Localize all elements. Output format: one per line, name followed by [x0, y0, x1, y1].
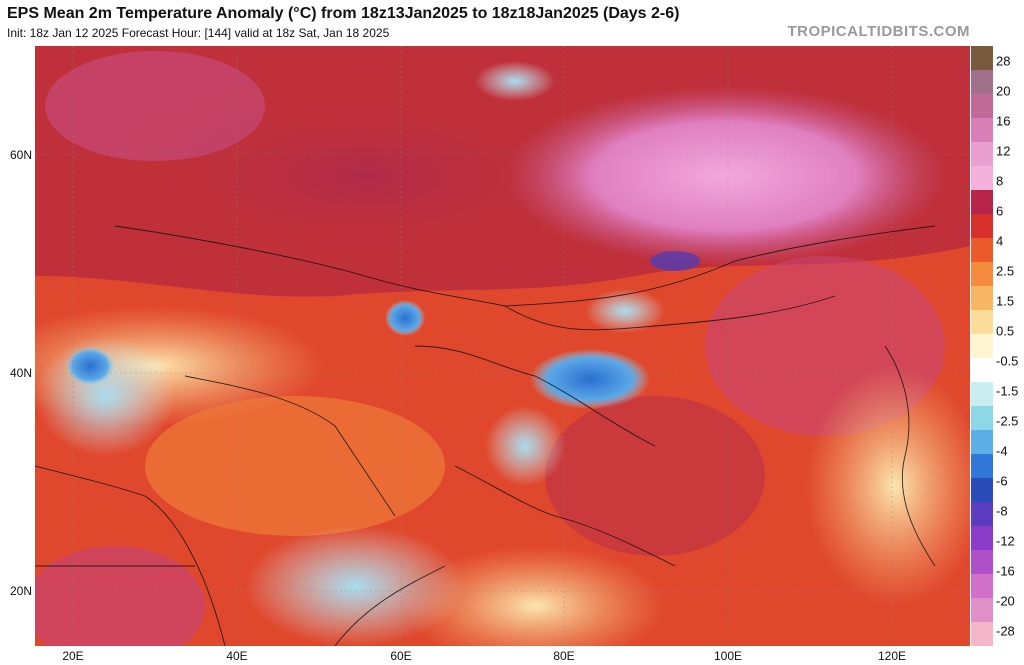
colorbar-tick-label: 16 [996, 113, 1011, 129]
lat-label-40n: 40N [9, 366, 32, 380]
colorbar-swatch [971, 430, 993, 455]
arabia-cool-region [245, 526, 465, 646]
lon-label-100e: 100E [713, 649, 743, 663]
colorbar-tick-label: -1.5 [996, 383, 1019, 399]
aral-cold-spot [385, 300, 425, 336]
colorbar-tick-label: 6 [996, 203, 1004, 219]
balkans-cold-core [65, 346, 115, 386]
colorbar-swatch [971, 454, 993, 479]
graticule [35, 46, 970, 646]
colorbar-tick-label: -2.5 [996, 413, 1019, 429]
colorbar-tick-label: -20 [996, 593, 1015, 609]
colorbar-swatch [971, 142, 993, 167]
colorbar-tick-label: 28 [996, 53, 1011, 69]
colorbar-swatch [971, 238, 993, 263]
colorbar-swatch [971, 550, 993, 575]
tibet-warm-region [545, 396, 765, 556]
colorbar-swatch [971, 478, 993, 503]
colorbar-tick-label: 12 [996, 143, 1011, 159]
colorbar-swatch [971, 118, 993, 143]
colorbar-tick-label: -4 [996, 443, 1008, 459]
temperature-anomaly-map [35, 46, 970, 646]
colorbar-tick-label: 8 [996, 173, 1004, 189]
north-africa-warm-region [35, 546, 205, 646]
lon-label-60e: 60E [390, 649, 412, 663]
colorbar-tick-label: 4 [996, 233, 1004, 249]
colorbar-tick-label: 1.5 [996, 293, 1015, 309]
lon-label-80e: 80E [553, 649, 575, 663]
colorbar-tick-label: -28 [996, 623, 1015, 639]
borders [35, 225, 936, 646]
colorbar-swatch [971, 190, 993, 215]
colorbar-swatch [971, 598, 993, 623]
lon-label-120e: 120E [877, 649, 907, 663]
colorbar-tick-label: 2.5 [996, 263, 1015, 279]
map-title: EPS Mean 2m Temperature Anomaly (°C) fro… [7, 5, 680, 22]
colorbar-tick-label: -16 [996, 563, 1015, 579]
colorbar-swatch [971, 406, 993, 431]
east-china-mild-region [805, 366, 970, 606]
colorbar-swatch [971, 334, 993, 359]
colorbar-swatch [971, 94, 993, 119]
colorbar-swatch [971, 502, 993, 527]
lat-label-60n: 60N [9, 148, 32, 162]
colorbar-swatch [971, 358, 993, 383]
siberia-warm-maximum [505, 86, 945, 266]
dzungaria-cool-region [585, 289, 665, 333]
middle-east-warm-region [145, 396, 445, 536]
tarim-cold-basin [530, 349, 650, 409]
site-watermark: TROPICALTIDBITS.COM [787, 23, 970, 40]
colorbar-swatch [971, 574, 993, 599]
map-subtitle: Init: 18z Jan 12 2025 Forecast Hour: [14… [7, 26, 390, 40]
mongolia-cold-spot [650, 251, 700, 271]
colorbar-swatch [971, 382, 993, 407]
colorbar-tick-label: -6 [996, 473, 1008, 489]
colorbar-tick-label: 0.5 [996, 323, 1015, 339]
colorbar-tick-label: -12 [996, 533, 1015, 549]
karakoram-cool-region [485, 406, 565, 486]
colorbar-swatch [971, 526, 993, 551]
colorbar-swatch [971, 310, 993, 335]
colorbar [971, 46, 993, 646]
colorbar-tick-label: -0.5 [996, 353, 1019, 369]
colorbar-swatch [971, 214, 993, 239]
colorbar-swatch [971, 70, 993, 95]
colorbar-tick-label: -8 [996, 503, 1008, 519]
colorbar-swatch [971, 166, 993, 191]
colorbar-tick-label: 20 [996, 83, 1011, 99]
colorbar-swatch [971, 622, 993, 646]
lon-label-20e: 20E [62, 649, 84, 663]
colorbar-swatch [971, 46, 993, 71]
colorbar-swatch [971, 286, 993, 311]
scandinavia-warm-region [45, 51, 265, 161]
india-mild-region [405, 546, 665, 646]
lon-label-40e: 40E [226, 649, 248, 663]
colorbar-swatch [971, 262, 993, 287]
lat-label-20n: 20N [9, 584, 32, 598]
arctic-cool-spot [475, 61, 555, 101]
